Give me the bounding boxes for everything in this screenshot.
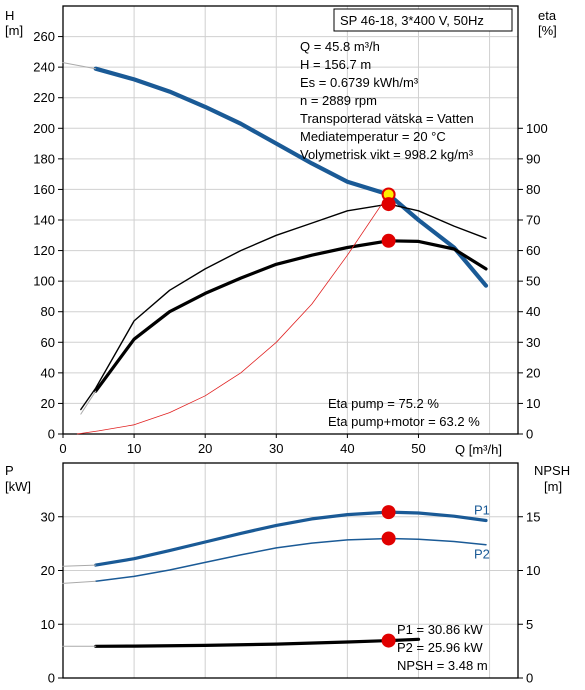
title-box (333, 8, 513, 32)
bottom-series-line-0 (94, 510, 488, 567)
x-tick-label: 10 (127, 441, 141, 456)
top-right-tick-label: 60 (526, 243, 540, 258)
top-left-tick-label: 180 (33, 151, 55, 166)
info-line: Es = 0.6739 kWh/m³ (300, 75, 419, 90)
x-tick-label: 20 (198, 441, 212, 456)
bottom-right-tick-label: 15 (526, 509, 540, 524)
top-right-tick-label: 50 (526, 274, 540, 289)
top-left-tick-label: 160 (33, 182, 55, 197)
top-left-tick-label: 0 (48, 427, 55, 442)
eta-line: Eta pump+motor = 63.2 % (328, 414, 480, 429)
top-series-line-1 (62, 62, 97, 70)
top-left-tick-label: 260 (33, 29, 55, 44)
power-info-line: P1 = 30.86 kW (397, 622, 483, 637)
bottom-duty-point-0 (381, 505, 396, 520)
top-series-line-5 (76, 193, 389, 435)
bottom-left-tick-label: 30 (41, 509, 55, 524)
top-right-tick-label: 10 (526, 396, 540, 411)
bottom-duty-point-2 (381, 633, 396, 648)
bottom-left-tick-label: 10 (41, 617, 55, 632)
top-left-tick-label: 140 (33, 213, 55, 228)
bottom-right-tick-label: 10 (526, 563, 540, 578)
top-left-tick-label: 200 (33, 121, 55, 136)
top-left-tick-label: 40 (41, 365, 55, 380)
info-line: Volymetrisk vikt = 998.2 kg/m³ (300, 147, 474, 162)
top-right-axis-label: eta (538, 8, 557, 23)
top-right-tick-label: 90 (526, 151, 540, 166)
bottom-left-tick-label: 0 (48, 671, 55, 686)
bottom-duty-point-1 (381, 531, 396, 546)
info-line: Q = 45.8 m³/h (300, 39, 380, 54)
eta-line: Eta pump = 75.2 % (328, 396, 439, 411)
bottom-series-line-4 (94, 637, 421, 648)
top-left-tick-label: 60 (41, 335, 55, 350)
bottom-left-tick-label: 20 (41, 563, 55, 578)
top-right-tick-label: 40 (526, 304, 540, 319)
top-left-tick-label: 80 (41, 304, 55, 319)
bottom-right-axis-unit: [m] (544, 479, 562, 494)
bottom-right-tick-label: 5 (526, 617, 533, 632)
info-line: n = 2889 rpm (300, 93, 377, 108)
bottom-series-label-P1: P1 (474, 503, 490, 518)
x-tick-label: 0 (59, 441, 66, 456)
top-left-tick-label: 240 (33, 60, 55, 75)
top-left-tick-label: 120 (33, 243, 55, 258)
top-left-axis-label: H (5, 8, 14, 23)
bottom-series-line-3 (62, 580, 97, 584)
top-series-line-2 (80, 203, 487, 411)
top-right-tick-label: 70 (526, 213, 540, 228)
bottom-right-tick-label: 0 (526, 671, 533, 686)
top-series-line-0 (93, 66, 489, 288)
x-tick-label: 50 (411, 441, 425, 456)
info-line: Mediatemperatur = 20 °C (300, 129, 446, 144)
power-info-line: P2 = 25.96 kW (397, 640, 483, 655)
power-info-line: NPSH = 3.48 m (397, 658, 488, 673)
info-line: Transporterad vätska = Vatten (300, 111, 474, 126)
top-right-tick-label: 30 (526, 335, 540, 350)
bottom-series-line-2 (94, 537, 487, 583)
bottom-left-axis-unit: [kW] (5, 479, 31, 494)
top-right-tick-label: 100 (526, 121, 548, 136)
top-left-tick-label: 220 (33, 90, 55, 105)
bottom-series-line-1 (62, 564, 97, 567)
top-right-tick-label: 20 (526, 365, 540, 380)
top-duty-point-2 (381, 233, 396, 248)
x-tick-label: 30 (269, 441, 283, 456)
top-left-axis-unit: [m] (5, 23, 23, 38)
x-axis-label: Q [m³/h] (455, 442, 502, 457)
top-series-line-4 (80, 390, 97, 415)
bottom-right-axis-label: NPSH (534, 463, 570, 478)
top-duty-point-1 (381, 197, 396, 212)
info-line: H = 156.7 m (300, 57, 371, 72)
x-tick-label: 40 (340, 441, 354, 456)
top-left-tick-label: 20 (41, 396, 55, 411)
top-left-tick-label: 100 (33, 274, 55, 289)
top-right-axis-unit: [%] (538, 23, 557, 38)
top-series-line-3 (94, 239, 488, 393)
top-right-tick-label: 80 (526, 182, 540, 197)
chart-title: SP 46-18, 3*400 V, 50Hz (340, 13, 484, 28)
bottom-left-axis-label: P (5, 463, 14, 478)
top-right-tick-label: 0 (526, 427, 533, 442)
bottom-series-label-P2: P2 (474, 547, 490, 562)
